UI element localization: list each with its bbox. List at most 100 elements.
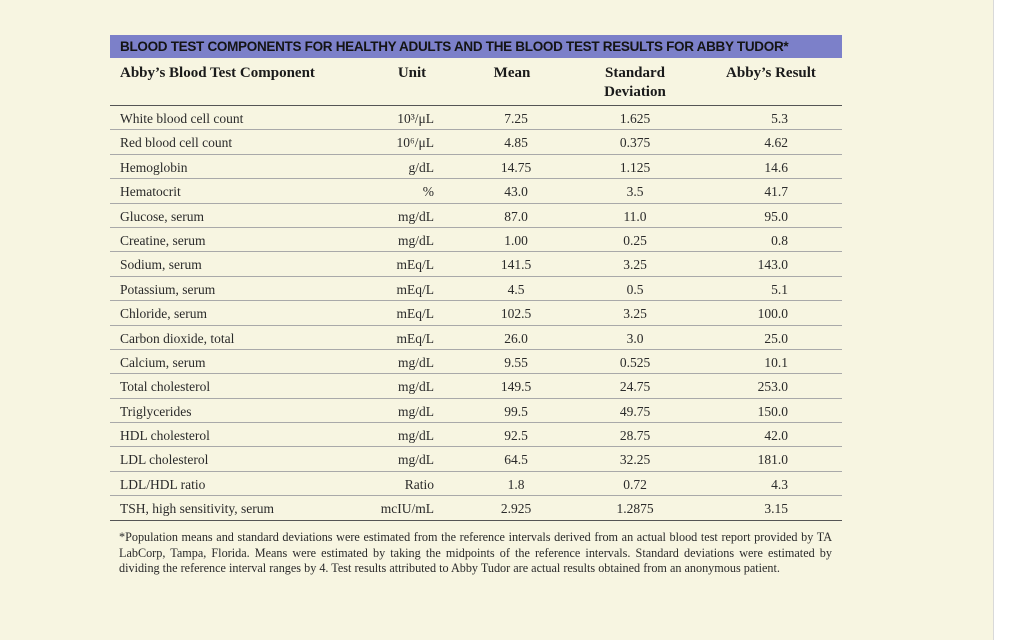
cell-unit: mEq/L bbox=[396, 306, 435, 322]
cell-component: LDL cholesterol bbox=[120, 452, 209, 468]
cell-component: Hematocrit bbox=[120, 184, 181, 200]
header-sd-line2: Deviation bbox=[604, 84, 666, 100]
cell-result: 3.15 bbox=[764, 501, 788, 517]
cell-sd: 3.5 bbox=[626, 184, 644, 200]
table-row: Calcium, serum mg/dL 9.55 0.525 10.1 bbox=[110, 350, 842, 375]
cell-unit: mg/dL bbox=[398, 428, 434, 444]
table-row: Total cholesterol mg/dL 149.5 24.75 253.0 bbox=[110, 374, 842, 399]
table-row: Hemoglobin g/dL 14.75 1.125 14.6 bbox=[110, 155, 842, 180]
cell-unit: mg/dL bbox=[398, 452, 434, 468]
cell-unit: mEq/L bbox=[396, 330, 435, 346]
cell-sd: 1.625 bbox=[619, 111, 651, 126]
cell-unit: mg/dL bbox=[398, 379, 434, 395]
cell-component: White blood cell count bbox=[120, 111, 244, 126]
cell-unit: mEq/L bbox=[396, 257, 435, 273]
cell-mean: 4.5 bbox=[507, 281, 525, 297]
cell-result: 41.7 bbox=[764, 184, 788, 200]
table-row: Potassium, serum mEq/L 4.5 0.5 5.1 bbox=[110, 277, 842, 302]
cell-result: 0.8 bbox=[771, 232, 788, 248]
cell-sd: 28.75 bbox=[619, 428, 651, 444]
cell-sd: 24.75 bbox=[619, 379, 651, 395]
table-header: Abby’s Blood Test Component Unit Mean St… bbox=[110, 58, 842, 106]
cell-mean: 1.00 bbox=[504, 232, 528, 248]
blood-test-table: BLOOD TEST COMPONENTS FOR HEALTHY ADULTS… bbox=[110, 35, 842, 521]
table-row: Red blood cell count 10⁶/μL 4.85 0.375 4.62 bbox=[110, 130, 842, 155]
header-mean: Mean bbox=[493, 65, 531, 81]
cell-component: Creatine, serum bbox=[120, 232, 206, 248]
cell-result: 150.0 bbox=[757, 403, 788, 419]
cell-mean: 87.0 bbox=[504, 208, 528, 224]
cell-component: TSH, high sensitivity, serum bbox=[120, 501, 274, 517]
cell-mean: 102.5 bbox=[500, 306, 532, 322]
cell-mean: 64.5 bbox=[504, 452, 528, 468]
cell-result: 253.0 bbox=[757, 379, 788, 395]
cell-unit: mEq/L bbox=[396, 281, 435, 297]
cell-mean: 43.0 bbox=[504, 184, 528, 200]
cell-mean: 14.75 bbox=[500, 159, 532, 175]
cell-sd: 3.0 bbox=[626, 330, 644, 346]
table-title: BLOOD TEST COMPONENTS FOR HEALTHY ADULTS… bbox=[110, 35, 842, 58]
cell-mean: 9.55 bbox=[504, 354, 528, 370]
cell-result: 10.1 bbox=[764, 354, 788, 370]
cell-mean: 149.5 bbox=[500, 379, 532, 395]
cell-unit: Ratio bbox=[404, 476, 434, 492]
cell-unit: mg/dL bbox=[398, 208, 434, 224]
cell-sd: 1.125 bbox=[619, 159, 651, 175]
cell-sd: 3.25 bbox=[623, 306, 647, 322]
table-row: TSH, high sensitivity, serum mcIU/mL 2.925… bbox=[110, 496, 842, 521]
cell-sd: 0.25 bbox=[623, 232, 647, 248]
cell-mean: 1.8 bbox=[507, 476, 525, 492]
cell-component: LDL/HDL ratio bbox=[120, 476, 206, 492]
cell-unit: mcIU/mL bbox=[380, 501, 434, 517]
cell-unit: % bbox=[422, 184, 434, 200]
cell-sd: 49.75 bbox=[619, 403, 651, 419]
cell-component: Chloride, serum bbox=[120, 306, 207, 322]
table-row: White blood cell count 10³/μL 7.25 1.625 5.3 bbox=[110, 106, 842, 131]
table-row: Sodium, serum mEq/L 141.5 3.25 143.0 bbox=[110, 252, 842, 277]
cell-unit: 10⁶/μL bbox=[396, 135, 434, 151]
cell-component: Sodium, serum bbox=[120, 257, 202, 273]
cell-result: 42.0 bbox=[764, 428, 788, 444]
cell-unit: mg/dL bbox=[398, 403, 434, 419]
cell-component: Carbon dioxide, total bbox=[120, 330, 235, 346]
cell-result: 95.0 bbox=[764, 208, 788, 224]
cell-mean: 141.5 bbox=[500, 257, 532, 273]
cell-component: Calcium, serum bbox=[120, 354, 206, 370]
header-standard-deviation: Standard Deviation bbox=[590, 64, 680, 102]
cell-sd: 1.2875 bbox=[616, 501, 654, 517]
cell-sd: 0.5 bbox=[626, 281, 644, 297]
table-body: White blood cell count 10³/μL 7.25 1.625 5.3… bbox=[110, 106, 842, 521]
cell-component: Triglycerides bbox=[120, 403, 192, 419]
table-row: Glucose, serum mg/dL 87.0 11.0 95.0 bbox=[110, 204, 842, 228]
cell-result: 5.3 bbox=[771, 111, 788, 126]
cell-component: HDL cholesterol bbox=[120, 428, 210, 444]
cell-sd: 0.525 bbox=[619, 354, 651, 370]
cell-component: Total cholesterol bbox=[120, 379, 211, 395]
cell-unit: g/dL bbox=[408, 159, 435, 175]
table-row: Carbon dioxide, total mEq/L 26.0 3.0 25.0 bbox=[110, 326, 842, 350]
cell-result: 14.6 bbox=[764, 159, 788, 175]
cell-sd: 11.0 bbox=[623, 208, 647, 224]
cell-component: Hemoglobin bbox=[120, 159, 188, 175]
cell-mean: 4.85 bbox=[504, 135, 528, 151]
table-row: LDL cholesterol mg/dL 64.5 32.25 181.0 bbox=[110, 447, 842, 472]
table-row: Creatine, serum mg/dL 1.00 0.25 0.8 bbox=[110, 228, 842, 253]
cell-component: Red blood cell count bbox=[120, 135, 233, 151]
cell-result: 181.0 bbox=[757, 452, 788, 468]
cell-result: 5.1 bbox=[771, 281, 788, 297]
table-row: HDL cholesterol mg/dL 92.5 28.75 42.0 bbox=[110, 423, 842, 448]
cell-mean: 99.5 bbox=[504, 403, 528, 419]
cell-unit: 10³/μL bbox=[397, 111, 434, 126]
table-row: Chloride, serum mEq/L 102.5 3.25 100.0 bbox=[110, 301, 842, 326]
cell-result: 100.0 bbox=[757, 306, 788, 322]
cell-result: 25.0 bbox=[764, 330, 788, 346]
cell-mean: 2.925 bbox=[500, 501, 532, 517]
cell-unit: mg/dL bbox=[398, 232, 434, 248]
table-row: Triglycerides mg/dL 99.5 49.75 150.0 bbox=[110, 399, 842, 424]
cell-mean: 92.5 bbox=[504, 428, 528, 444]
cell-result: 4.62 bbox=[764, 135, 788, 151]
header-component: Abby’s Blood Test Component bbox=[120, 65, 315, 81]
page-edge bbox=[993, 0, 1024, 640]
header-sd-line1: Standard bbox=[604, 65, 666, 81]
cell-sd: 3.25 bbox=[623, 257, 647, 273]
